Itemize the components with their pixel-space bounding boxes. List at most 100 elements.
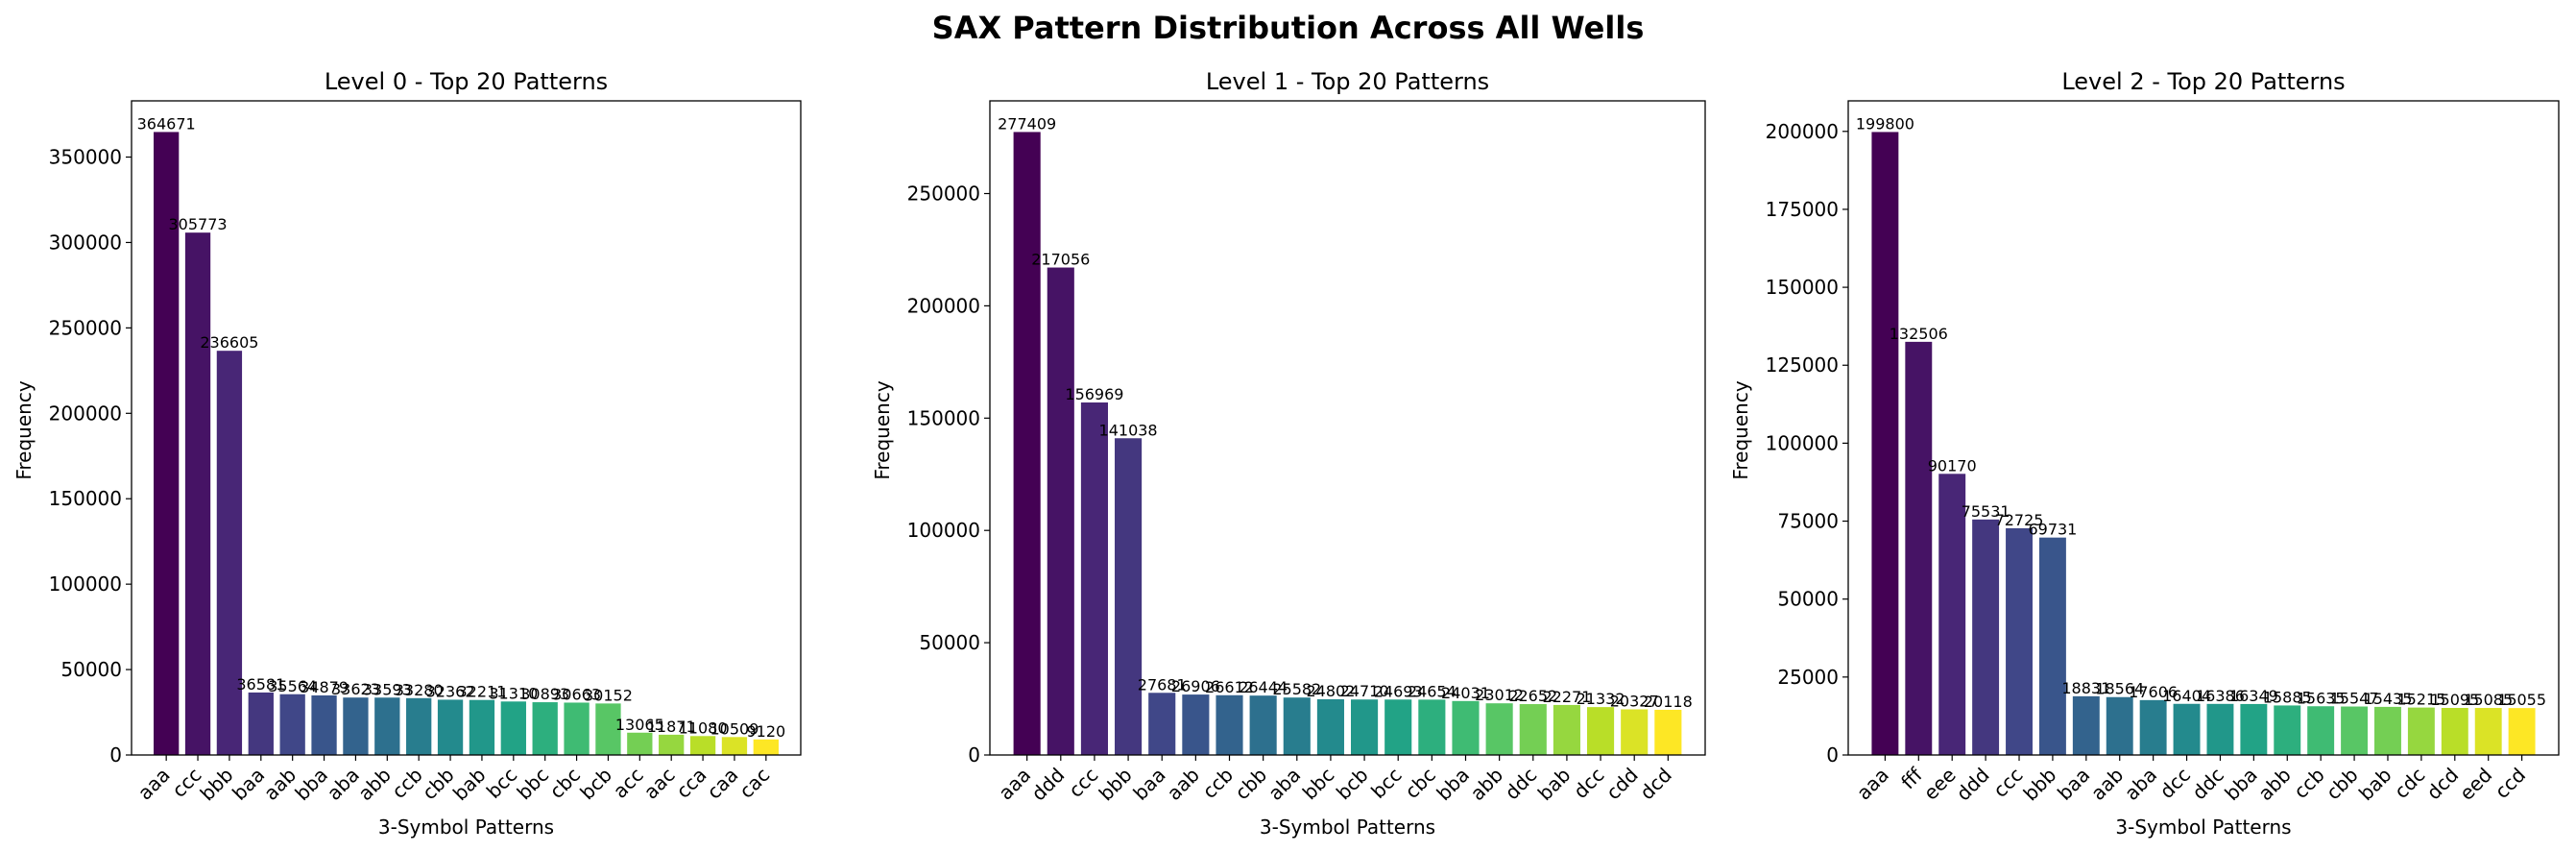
bar-bcb — [1351, 699, 1379, 755]
bar-cbb — [437, 699, 464, 755]
y-tick-label: 0 — [1826, 743, 1839, 767]
x-tick-label: baa — [2053, 764, 2094, 805]
bar-aaa — [154, 132, 180, 755]
x-tick-label: aaa — [994, 764, 1035, 805]
bar-value-label: 24710 — [1340, 682, 1389, 700]
plot-frame — [1847, 100, 2560, 756]
x-axis-label: 3-Symbol Patterns — [1260, 815, 1435, 839]
bar-aab — [279, 694, 305, 755]
x-tick-label: dcc — [1569, 764, 1608, 803]
x-tick-label: bba — [1432, 764, 1474, 806]
bar-bab — [2374, 706, 2401, 755]
bar-value-label: 33623 — [331, 680, 380, 698]
bar-cbb — [1249, 695, 1277, 755]
bar-value-label: 23012 — [1475, 686, 1524, 704]
y-tick-label: 0 — [968, 743, 980, 767]
x-tick-label: ddd — [1952, 764, 1994, 806]
bar-dcc — [2173, 703, 2201, 755]
x-tick-label: acc — [609, 764, 648, 803]
y-tick-label: 100000 — [907, 519, 980, 542]
bar-dcc — [1587, 707, 1615, 755]
bar-value-label: 27681 — [1138, 675, 1187, 694]
bar-bbb — [2038, 537, 2066, 755]
bar-value-label: 10509 — [710, 719, 759, 738]
x-axis-label: 3-Symbol Patterns — [2115, 815, 2291, 839]
bar-value-label: 32211 — [457, 683, 506, 701]
bar-value-label: 31310 — [489, 684, 538, 702]
bar-value-label: 26906 — [1171, 677, 1220, 695]
bar-value-label: 25582 — [1272, 680, 1321, 698]
bar-value-label: 13065 — [615, 716, 664, 734]
bar-bba — [2240, 703, 2268, 755]
x-tick-label: bbb — [1095, 764, 1137, 806]
bar-baa — [2072, 695, 2100, 755]
x-tick-label: bbb — [2019, 764, 2061, 806]
bar-value-label: 9120 — [746, 722, 785, 741]
bar-abb — [1485, 703, 1513, 755]
x-tick-label: bbc — [1298, 764, 1339, 805]
bar-bcb — [595, 703, 621, 755]
y-tick-label: 50000 — [1777, 588, 1839, 611]
plot-frame — [989, 100, 1706, 756]
bar-ccb — [2307, 706, 2335, 755]
bar-aab — [1182, 694, 1210, 755]
x-tick-label: cdc — [2390, 764, 2429, 803]
bar-value-label: 16386 — [2196, 687, 2245, 705]
bar-acc — [627, 732, 653, 755]
y-tick-label: 300000 — [49, 231, 122, 254]
bar-value-label: 34879 — [300, 678, 349, 696]
bar-value-label: 16404 — [2162, 687, 2211, 705]
x-tick-label: aab — [2086, 764, 2128, 805]
bar-value-label: 156969 — [1065, 385, 1123, 403]
bar-cac — [753, 739, 779, 755]
bar-value-label: 199800 — [1856, 114, 1914, 133]
x-tick-label: ccc — [1988, 764, 2027, 802]
bar-value-label: 364671 — [137, 114, 196, 133]
bar-value-label: 75531 — [1962, 502, 2010, 521]
bar-aac — [659, 734, 685, 755]
x-tick-label: bcc — [1366, 764, 1406, 803]
bar-value-label: 35564 — [268, 677, 317, 695]
plot-frame — [131, 100, 802, 756]
x-axis-label: 3-Symbol Patterns — [378, 815, 554, 839]
y-tick-label: 150000 — [49, 487, 122, 510]
bar-value-label: 277409 — [998, 114, 1056, 133]
bar-ccb — [1216, 694, 1243, 755]
bar-value-label: 141038 — [1099, 421, 1158, 439]
bar-bbb — [1115, 438, 1143, 755]
bar-value-label: 69731 — [2028, 521, 2077, 539]
bar-value-label: 15547 — [2330, 690, 2379, 708]
bar-aba — [343, 697, 369, 755]
bar-bbc — [532, 702, 558, 755]
bar-value-label: 15435 — [2364, 690, 2413, 708]
x-tick-label: abb — [1466, 764, 1508, 806]
bar-value-label: 22652 — [1508, 687, 1557, 705]
x-tick-label: bab — [2354, 764, 2396, 806]
bar-cdc — [2407, 707, 2435, 755]
bar-value-label: 15885 — [2263, 688, 2312, 706]
bar-ccc — [1080, 402, 1108, 755]
bar-fff — [1905, 341, 1933, 755]
panel-title: Level 2 - Top 20 Patterns — [2061, 68, 2345, 95]
x-tick-label: abb — [2253, 764, 2296, 806]
bar-ddd — [1972, 519, 2000, 755]
bar-value-label: 15215 — [2396, 691, 2445, 709]
bar-eee — [1938, 474, 1966, 755]
bar-aaa — [1871, 132, 1899, 755]
bar-value-label: 17606 — [2129, 683, 2178, 701]
bar-caa — [721, 737, 748, 755]
bar-aaa — [1013, 132, 1041, 755]
x-tick-label: aab — [1163, 764, 1204, 805]
x-tick-label: aba — [1264, 764, 1305, 805]
bar-bba — [311, 694, 337, 755]
bar-value-label: 20327 — [1610, 692, 1659, 710]
y-axis-label: Frequency — [871, 380, 894, 479]
bar-ccc — [2006, 527, 2033, 755]
bar-aab — [2106, 696, 2133, 755]
x-tick-label: aaa — [1852, 764, 1893, 805]
x-tick-label: ccd — [2491, 764, 2530, 803]
bar-value-label: 15095 — [2430, 691, 2479, 709]
y-tick-label: 100000 — [49, 572, 122, 596]
x-tick-label: ddc — [1501, 764, 1542, 805]
x-tick-label: bcb — [1332, 764, 1373, 805]
